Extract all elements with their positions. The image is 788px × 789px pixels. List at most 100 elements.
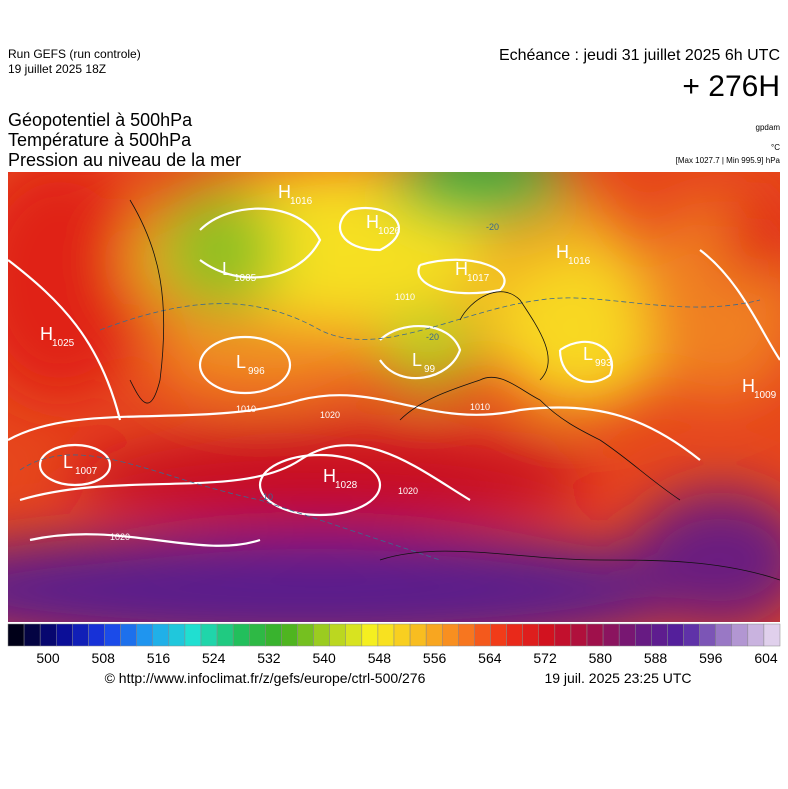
colorbar-swatch xyxy=(136,623,154,647)
colorbar-swatch xyxy=(522,623,540,647)
colorbar-label: 588 xyxy=(644,650,668,666)
run-date: 19 juillet 2025 18Z xyxy=(8,62,106,76)
pressure-type: L xyxy=(412,350,422,370)
colorbar-swatch xyxy=(586,623,604,647)
isoline-label: -10 xyxy=(260,492,273,502)
colorbar-label: 540 xyxy=(312,650,336,666)
colorbar-swatch xyxy=(104,623,121,647)
colorbar-swatch xyxy=(699,623,716,647)
isoline-label: 1010 xyxy=(470,402,490,412)
colorbar-label: 516 xyxy=(147,650,171,666)
colorbar-swatch xyxy=(393,623,411,647)
colorbar-swatch xyxy=(152,623,170,647)
colorbar-label: 556 xyxy=(423,650,447,666)
colorbar-swatch xyxy=(683,623,700,647)
colorbar-swatch xyxy=(538,623,556,647)
colorbar-swatch xyxy=(56,623,73,647)
pressure-value: 1017 xyxy=(467,273,490,284)
colorbar-swatch xyxy=(409,623,427,647)
isoline-label: 1010 xyxy=(236,404,256,414)
isoline-label: -20 xyxy=(426,332,439,342)
lead-time: + 276H xyxy=(682,70,780,103)
colorbar-swatch xyxy=(747,623,765,647)
colorbar-label: 532 xyxy=(257,650,281,666)
unit: [Max 1027.7 | Min 995.9] hPa xyxy=(676,156,781,165)
colorbar-swatch xyxy=(184,623,202,647)
colorbar-label: 596 xyxy=(699,650,723,666)
pressure-type: L xyxy=(222,259,232,279)
colorbar-swatch xyxy=(618,623,636,647)
colorbar-swatch xyxy=(216,623,234,647)
colorbar-swatch xyxy=(570,623,588,647)
isoline-label: 1020 xyxy=(398,486,418,496)
colorbar-swatch xyxy=(715,623,733,647)
pressure-value: 99 xyxy=(424,364,436,375)
pressure-value: 1009 xyxy=(754,390,777,401)
valid-time: Echéance : jeudi 31 juillet 2025 6h UTC xyxy=(499,47,780,64)
unit: °C xyxy=(771,143,780,152)
colorbar-swatch xyxy=(635,623,652,647)
pressure-type: H xyxy=(455,259,468,279)
isoline-label: 1020 xyxy=(110,532,130,542)
title: Température à 500hPa xyxy=(8,130,192,150)
colorbar-swatch xyxy=(313,623,330,647)
colorbar-swatch xyxy=(23,623,41,647)
title: Géopotentiel à 500hPa xyxy=(8,110,193,130)
isoline-label: -20 xyxy=(486,222,499,232)
pressure-type: H xyxy=(366,212,379,232)
pressure-value: 1025 xyxy=(52,338,75,349)
pressure-value: 1005 xyxy=(234,273,257,284)
pressure-type: H xyxy=(556,242,569,262)
colorbar-label: 604 xyxy=(754,650,778,666)
colorbar-swatch xyxy=(72,623,89,647)
colorbar-swatch xyxy=(232,623,250,647)
colorbar-label: 500 xyxy=(36,650,60,666)
colorbar-swatch xyxy=(345,623,363,647)
source: © http://www.infoclimat.fr/z/gefs/europe… xyxy=(105,670,426,686)
run-label: Run GEFS (run controle) xyxy=(8,47,141,61)
colorbar-swatch xyxy=(667,623,684,647)
pressure-type: H xyxy=(323,466,336,486)
colorbar-swatch xyxy=(88,623,105,647)
colorbar-swatch xyxy=(39,623,57,647)
isoline-label: 1010 xyxy=(395,292,415,302)
colorbar-label: 508 xyxy=(92,650,116,666)
pressure-type: L xyxy=(236,352,246,372)
title: Pression au niveau de la mer xyxy=(8,150,241,170)
colorbar-swatch xyxy=(297,623,314,647)
colorbar-label: 564 xyxy=(478,650,502,666)
colorbar-swatch xyxy=(731,623,749,647)
colorbar-swatch xyxy=(249,623,266,647)
colorbar-swatch xyxy=(458,623,475,647)
colorbar-swatch xyxy=(7,623,25,647)
unit: gpdam xyxy=(756,123,781,132)
colorbar-swatch xyxy=(120,623,137,647)
colorbar-swatch xyxy=(490,623,507,647)
colorbar-swatch xyxy=(554,623,572,647)
colorbar-swatch xyxy=(425,623,443,647)
colorbar-swatch xyxy=(281,623,298,647)
colorbar-swatch xyxy=(602,623,620,647)
pressure-value: 1016 xyxy=(568,256,591,267)
colorbar-swatch xyxy=(361,623,379,647)
colorbar-swatch xyxy=(329,623,346,647)
colorbar-swatch xyxy=(506,623,523,647)
colorbar-label: 572 xyxy=(533,650,557,666)
colorbar-label: 548 xyxy=(368,650,392,666)
colorbar-swatch xyxy=(442,623,459,647)
pressure-type: H xyxy=(278,182,291,202)
colorbar-swatch xyxy=(651,623,668,647)
pressure-type: L xyxy=(63,452,73,472)
colorbar-swatch xyxy=(200,623,218,647)
pressure-value: 996 xyxy=(248,366,265,377)
pressure-type: H xyxy=(742,376,755,396)
colorbar-swatch xyxy=(763,623,781,647)
pressure-type: L xyxy=(583,344,593,364)
isoline-label: 1020 xyxy=(320,410,340,420)
colorbar-swatch xyxy=(474,623,491,647)
colorbar-swatch xyxy=(265,623,282,647)
pressure-value: 993 xyxy=(595,358,612,369)
pressure-type: H xyxy=(40,324,53,344)
